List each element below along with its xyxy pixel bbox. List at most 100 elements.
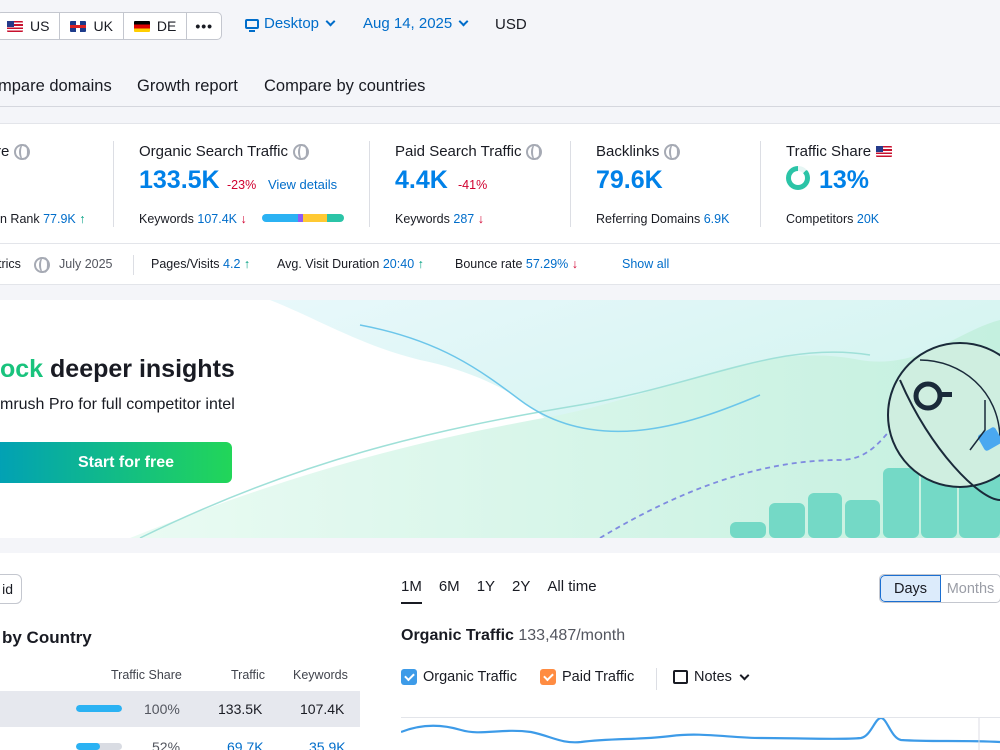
traffic-share-title: Traffic Share [786,143,893,160]
tab-compare-domains[interactable]: mpare domains [0,77,112,95]
organic-traffic-delta: -23% [227,178,257,192]
database-label: US [30,18,50,34]
organic-traffic-line [401,718,1000,744]
tab-1m[interactable]: 1M [401,578,422,604]
start-for-free-button[interactable]: Start for free [0,442,232,483]
top-bar: US UK DE ••• Desktop Aug 14, 2025 USD [0,0,1000,55]
traffic-share-bar [76,705,122,712]
backlinks-title: Backlinks [596,143,681,160]
column-header-traffic[interactable]: Traffic [231,668,266,682]
divider [133,255,134,275]
promo-banner: ock deeper insights mrush Pro for full c… [0,300,1000,538]
traffic-share-bar [76,743,122,750]
globe-icon [292,143,309,160]
monitor-icon [245,18,259,32]
divider [369,141,370,227]
globe-icon [664,143,681,160]
globe-icon [14,143,31,160]
database-label: UK [93,18,113,34]
device-label: Desktop [264,15,320,32]
arrow-down-icon: ↓ [571,257,579,271]
tab-growth-report[interactable]: Growth report [137,77,238,95]
traffic-share-value[interactable]: 13% [819,166,870,194]
traffic-share-cell: 52% [152,739,181,750]
column-header-keywords[interactable]: Keywords [293,668,348,682]
database-de-button[interactable]: DE [124,13,188,39]
organic-traffic-chart-title: Organic Traffic 133,487/month [401,627,626,644]
metrics-panel: re n Rank 77.9K ↑ Organic Search Traffic… [0,123,1000,285]
tab-compare-by-countries[interactable]: Compare by countries [264,77,426,95]
arrow-down-icon: ↓ [240,212,247,226]
pages-visits: Pages/Visits 4.2 ↑ [151,257,251,271]
device-selector[interactable]: Desktop [245,15,336,32]
traffic-share-cell: 100% [144,701,180,717]
tab-6m[interactable]: 6M [438,578,460,595]
paid-keywords: Keywords 287 ↓ [395,212,484,226]
tab-2y[interactable]: 2Y [512,578,531,595]
legend-organic-traffic[interactable]: Organic Traffic [401,669,517,685]
arrow-down-icon: ↓ [477,212,484,226]
engagement-date: July 2025 [59,257,113,271]
referring-domains: Referring Domains 6.9K [596,212,730,226]
keywords-cell[interactable]: 35.9K [309,739,346,750]
us-flag-icon [7,20,23,32]
database-uk-button[interactable]: UK [60,13,124,39]
banner-illustration [130,300,1000,538]
traffic-share-bar-fill [76,705,122,712]
authority-rank-value[interactable]: 77.9K [43,212,76,226]
avg-visit-duration: Avg. Visit Duration 20:40 ↑ [277,257,424,271]
authority-score-title: re [0,143,31,160]
months-option[interactable]: Months [946,580,995,597]
tab-1y[interactable]: 1Y [476,578,496,595]
database-us-button[interactable]: US [0,13,61,39]
paid-traffic-value[interactable]: 4.4K [395,166,448,194]
more-databases-button[interactable]: ••• [195,18,214,34]
table-row[interactable]: 100% 133.5K 107.4K [0,691,360,727]
traffic-cell[interactable]: 69.7K [227,739,264,750]
days-option[interactable]: Days [880,575,941,602]
column-header-traffic-share[interactable]: Traffic Share [111,668,182,682]
de-flag-icon [133,20,150,32]
competitors-value[interactable]: 20K [856,212,880,226]
planet-icon [887,342,1000,501]
date-selector[interactable]: Aug 14, 2025 [363,15,469,32]
us-flag-icon [876,146,893,157]
keywords-cell: 107.4K [300,701,345,717]
view-details-link[interactable]: View details [268,177,338,192]
uk-flag-icon [70,20,87,32]
organic-traffic-value[interactable]: 133.5K [139,166,220,194]
table-row[interactable]: 52% 69.7K 35.9K [0,729,360,750]
chevron-down-icon [739,670,750,680]
chart-svg [401,718,1000,750]
organic-traffic-monthly: 133,487/month [518,627,626,644]
competitors: Competitors 20K [786,212,880,226]
backlinks-value[interactable]: 79.6K [596,166,663,194]
referring-domains-value[interactable]: 6.9K [703,212,730,226]
globe-icon [34,257,50,273]
chevron-down-icon [458,16,469,27]
tab-all-time[interactable]: All time [547,578,597,595]
notes-dropdown[interactable]: Notes [673,669,750,685]
banner-title: ock deeper insights [0,355,235,383]
paid-filter-button[interactable]: id [0,574,22,604]
show-all-link[interactable]: Show all [622,257,670,271]
paid-traffic-delta: -41% [458,178,488,192]
arrow-up-icon: ↑ [417,257,424,271]
traffic-cell: 133.5K [218,701,263,717]
organic-traffic-chart[interactable] [401,717,1000,750]
organic-keywords-value[interactable]: 107.4K [197,212,237,226]
checkbox-icon [540,669,556,685]
legend-paid-traffic[interactable]: Paid Traffic [540,669,634,685]
traffic-share-donut [786,166,810,190]
currency-label: USD [495,16,527,33]
divider [570,141,571,227]
arrow-up-icon: ↑ [243,257,251,271]
bounce-rate: Bounce rate 57.29% ↓ [455,257,579,271]
chevron-down-icon [325,16,336,27]
checkbox-icon [401,669,417,685]
paid-keywords-value[interactable]: 287 [453,212,475,226]
paid-traffic-title: Paid Search Traffic [395,143,543,160]
report-nav: mpare domains Growth report Compare by c… [0,55,1000,107]
date-label: Aug 14, 2025 [363,15,453,32]
note-icon [673,670,688,684]
